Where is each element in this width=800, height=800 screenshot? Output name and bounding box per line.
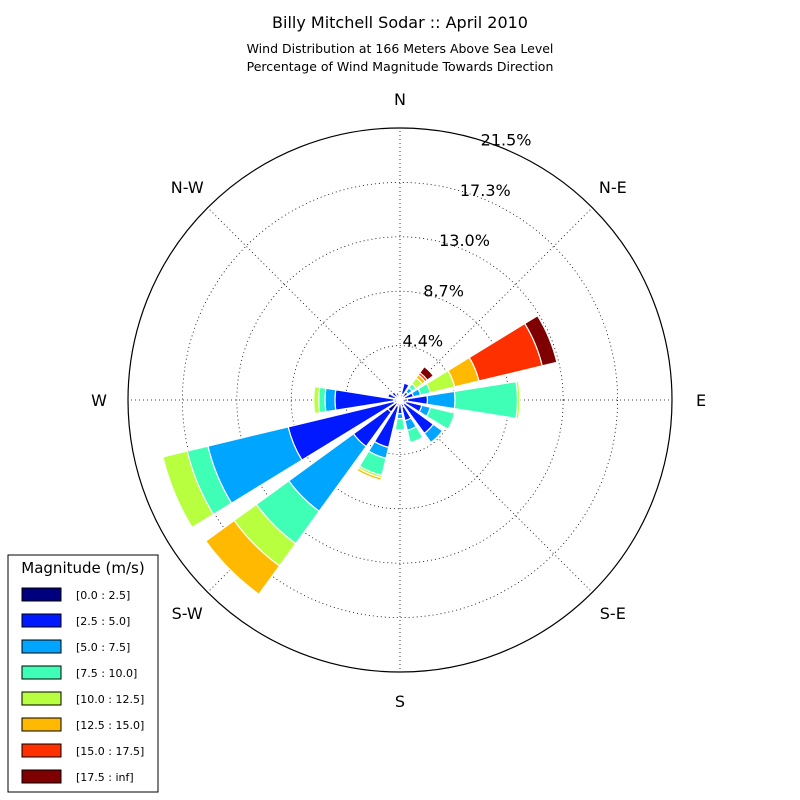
legend-label-5: [12.5 : 15.0] xyxy=(76,719,144,732)
legend-title: Magnitude (m/s) xyxy=(21,559,144,577)
direction-label-s-e: S-E xyxy=(600,604,626,623)
bar-112.5-bin-4 xyxy=(447,412,457,431)
legend-swatch-5 xyxy=(21,717,62,732)
bar-225-bin-5 xyxy=(204,519,281,596)
bar-180-bin-4 xyxy=(394,428,406,432)
chart-subtitle-line-2: Percentage of Wind Magnitude Towards Dir… xyxy=(247,59,554,74)
polar-frame xyxy=(127,127,673,673)
legend: Magnitude (m/s) [0.0 : 2.5] [2.5 : 5.0] [5… xyxy=(7,554,159,793)
direction-label-n: N xyxy=(394,90,406,109)
legend-swatch-7 xyxy=(21,769,62,784)
bar-270-bin-2 xyxy=(324,387,337,413)
ring-labels: 4.4% 8.7% 13.0% 17.3% 21.5% xyxy=(402,131,531,351)
direction-label-n-w: N-W xyxy=(171,178,204,197)
direction-label-s: S xyxy=(395,692,405,711)
legend-label-1: [2.5 : 5.0] xyxy=(76,615,130,628)
bar-315-bin-1 xyxy=(391,391,399,399)
legend-swatch-3 xyxy=(21,665,62,680)
legend-label-2: [5.0 : 7.5] xyxy=(76,641,130,654)
spoke-n-w xyxy=(207,207,401,401)
bar-90-bin-2 xyxy=(426,390,456,410)
bar-67.5-bin-7 xyxy=(523,314,558,367)
ring-label-3: 13.0% xyxy=(439,231,490,250)
direction-labels: N N-E E S-E S S-W W N-W xyxy=(91,90,706,711)
grid-ring-4 xyxy=(181,181,619,619)
outer-circle xyxy=(127,127,673,673)
direction-label-w: W xyxy=(91,391,107,410)
legend-label-6: [15.0 : 17.5] xyxy=(76,745,144,758)
wind-bars xyxy=(162,314,558,596)
ring-label-1: 4.4% xyxy=(402,332,443,351)
chart-title: Billy Mitchell Sodar :: April 2010 xyxy=(272,13,528,32)
bar-135-bin-2 xyxy=(423,423,444,444)
bar-180-bin-3 xyxy=(394,417,406,431)
bar-90-bin-3 xyxy=(453,380,519,420)
bar-45-bin-7 xyxy=(419,365,435,381)
spoke-n-e xyxy=(399,207,593,401)
legend-swatch-1 xyxy=(21,613,62,628)
legend-swatch-0 xyxy=(21,587,62,602)
grid-ring-3 xyxy=(236,236,564,564)
chart-subtitle-line-1: Wind Distribution at 166 Meters Above Se… xyxy=(247,41,554,56)
direction-label-s-w: S-W xyxy=(172,604,203,623)
ring-label-2: 8.7% xyxy=(423,282,464,301)
bar-247.5-bin-4 xyxy=(162,450,215,529)
bar-202.5-bin-5 xyxy=(356,467,383,481)
legend-label-3: [7.5 : 10.0] xyxy=(76,667,137,680)
legend-label-0: [0.0 : 2.5] xyxy=(76,589,130,602)
bar-337.5-bin-1 xyxy=(395,391,400,398)
ring-label-4: 17.3% xyxy=(460,181,511,200)
bar-157.5-bin-3 xyxy=(406,425,424,444)
spoke-s-e xyxy=(399,399,593,593)
legend-swatch-6 xyxy=(21,743,62,758)
legend-swatch-4 xyxy=(21,691,62,706)
bar-292.5-bin-1 xyxy=(387,392,397,400)
direction-label-e: E xyxy=(696,391,706,410)
bar-270-bin-4 xyxy=(313,385,321,415)
bar-22.5-bin-2 xyxy=(403,381,411,386)
legend-swatch-2 xyxy=(21,639,62,654)
direction-label-n-e: N-E xyxy=(599,178,627,197)
ring-label-5: 21.5% xyxy=(481,131,532,150)
legend-label-7: [17.5 : inf] xyxy=(76,771,134,784)
bar-0-bin-2 xyxy=(398,391,402,395)
legend-label-4: [10.0 : 12.5] xyxy=(76,693,144,706)
bar-90-bin-4 xyxy=(515,380,521,420)
bar-180-bin-2 xyxy=(396,412,404,420)
